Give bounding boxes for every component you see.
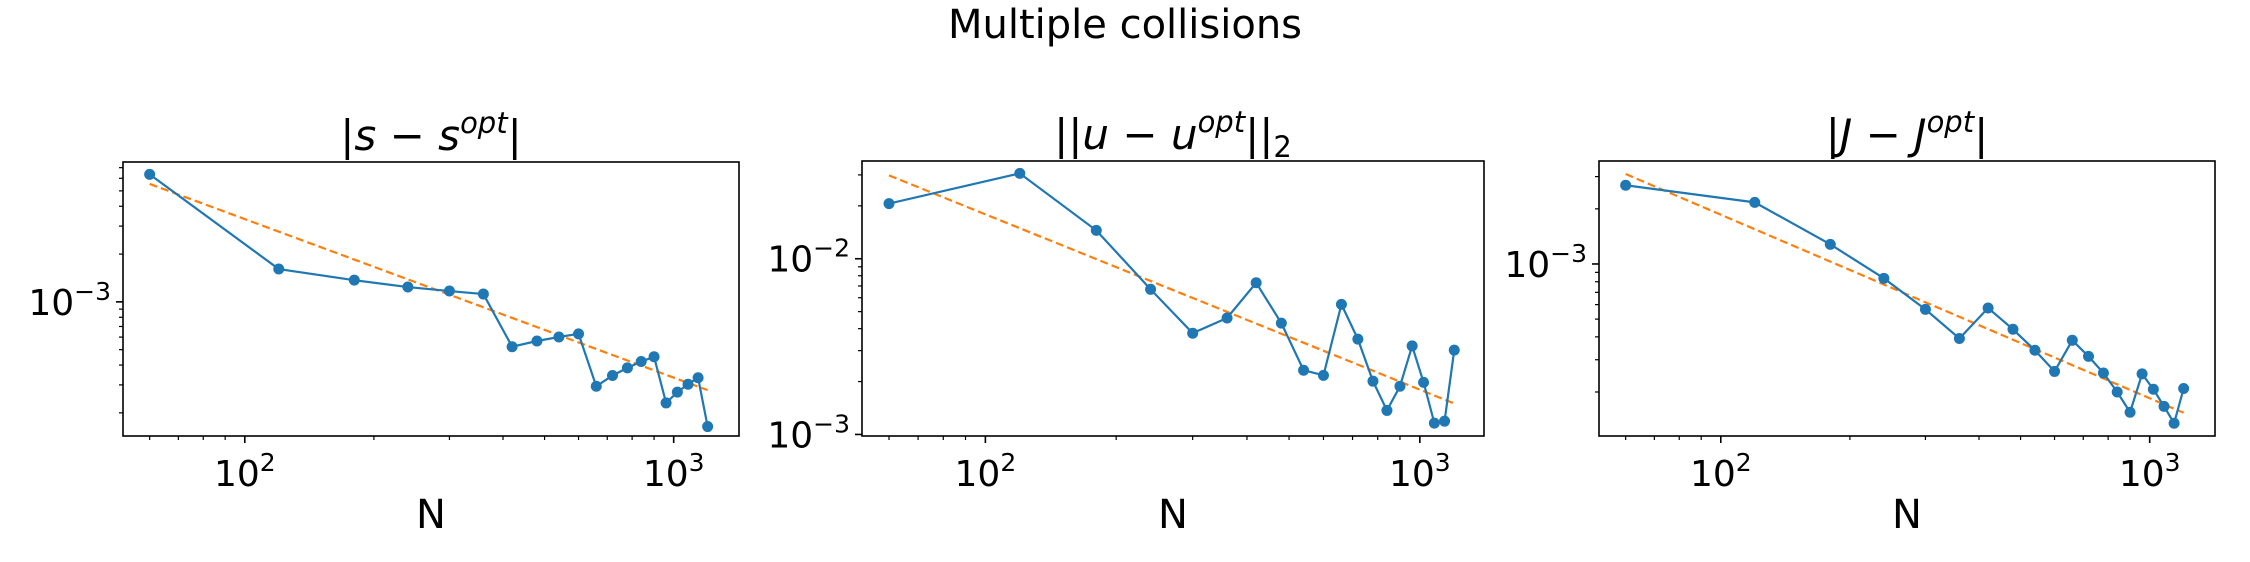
x-tick-label: 102 xyxy=(1690,448,1752,495)
data-point xyxy=(2168,417,2180,429)
data-point xyxy=(702,421,714,433)
y-tick-label: 10−2 xyxy=(767,234,850,281)
x-axis-label: N xyxy=(1892,492,1922,538)
subplot-title: ||u − uopt||2 xyxy=(1054,105,1292,164)
data-point xyxy=(1439,415,1451,427)
x-tick-label: 103 xyxy=(2119,448,2181,495)
x-axis-label: N xyxy=(416,492,446,538)
data-point xyxy=(1406,340,1418,352)
data-point xyxy=(621,362,633,374)
data-point xyxy=(1448,344,1460,356)
data-line xyxy=(888,172,1456,425)
figure-title: Multiple collisions xyxy=(947,2,1303,48)
data-point xyxy=(2178,382,2190,394)
data-point xyxy=(2049,365,2061,377)
axes-frame xyxy=(861,160,1485,437)
data-point xyxy=(553,331,565,343)
x-tick-label: 102 xyxy=(955,448,1017,495)
axes-frame xyxy=(1598,160,2216,437)
data-point xyxy=(648,351,660,363)
data-point xyxy=(1620,179,1632,191)
data-point xyxy=(1352,333,1364,345)
x-axis-label: N xyxy=(1158,492,1188,538)
data-point xyxy=(1298,364,1310,376)
data-point xyxy=(531,335,543,347)
data-point xyxy=(692,372,704,384)
data-point xyxy=(1428,417,1440,429)
data-point xyxy=(1381,404,1393,416)
data-point xyxy=(1919,303,1931,315)
data-point xyxy=(2158,400,2170,412)
data-point xyxy=(1335,298,1347,310)
data-point xyxy=(1090,224,1102,236)
data-point xyxy=(1250,277,1262,289)
data-point xyxy=(1394,380,1406,392)
data-point xyxy=(2111,386,2123,398)
data-point xyxy=(402,281,414,293)
data-point xyxy=(1418,376,1430,388)
data-point xyxy=(506,341,518,353)
data-point xyxy=(1824,238,1836,250)
data-point xyxy=(1014,167,1026,179)
data-point xyxy=(573,328,585,340)
subplot-2: 102 103 10−2 10−3 ||u − uopt||2 N xyxy=(767,105,1485,538)
data-point xyxy=(2147,383,2159,395)
fit-line xyxy=(149,182,709,392)
y-tick-label: 10−3 xyxy=(1504,239,1587,286)
y-tick-label: 10−3 xyxy=(28,277,111,324)
data-point xyxy=(590,380,602,392)
data-point xyxy=(671,386,683,398)
data-point xyxy=(1317,369,1329,381)
x-tick-label: 102 xyxy=(214,448,276,495)
data-point xyxy=(144,168,156,180)
data-point xyxy=(682,378,694,390)
data-point xyxy=(2082,350,2094,362)
data-point xyxy=(443,285,455,297)
data-line xyxy=(149,173,709,427)
data-point xyxy=(1878,272,1890,284)
subplot-3: 102 103 10−3 |J − Jopt| N xyxy=(1504,105,2216,538)
subplot-title: |s − sopt| xyxy=(340,106,522,160)
x-tick-label: 103 xyxy=(1389,448,1451,495)
data-point xyxy=(1953,332,1965,344)
data-point xyxy=(635,356,647,368)
subplot-1: 102 103 10−3 |s − sopt| N xyxy=(28,106,740,538)
data-point xyxy=(477,288,489,300)
data-point xyxy=(273,263,285,275)
data-point xyxy=(883,198,895,210)
data-point xyxy=(1187,327,1199,339)
data-point xyxy=(1367,375,1379,387)
data-point xyxy=(2136,368,2148,380)
data-point xyxy=(2066,334,2078,346)
data-point xyxy=(2029,344,2041,356)
subplot-title: |J − Jopt| xyxy=(1826,105,1989,159)
fit-line xyxy=(888,174,1455,405)
data-point xyxy=(1145,283,1157,295)
data-point xyxy=(1275,317,1287,329)
data-point xyxy=(660,397,672,409)
data-point xyxy=(2007,323,2019,335)
data-point xyxy=(2124,406,2136,418)
data-point xyxy=(348,274,360,286)
data-point xyxy=(2097,367,2109,379)
data-point xyxy=(1221,312,1233,324)
data-point xyxy=(1749,196,1761,208)
data-line xyxy=(1625,184,2185,427)
x-tick-label: 103 xyxy=(643,448,705,495)
data-point xyxy=(606,369,618,381)
y-tick-label: 10−3 xyxy=(767,409,850,456)
data-point xyxy=(1982,302,1994,314)
axes-frame xyxy=(122,161,740,437)
